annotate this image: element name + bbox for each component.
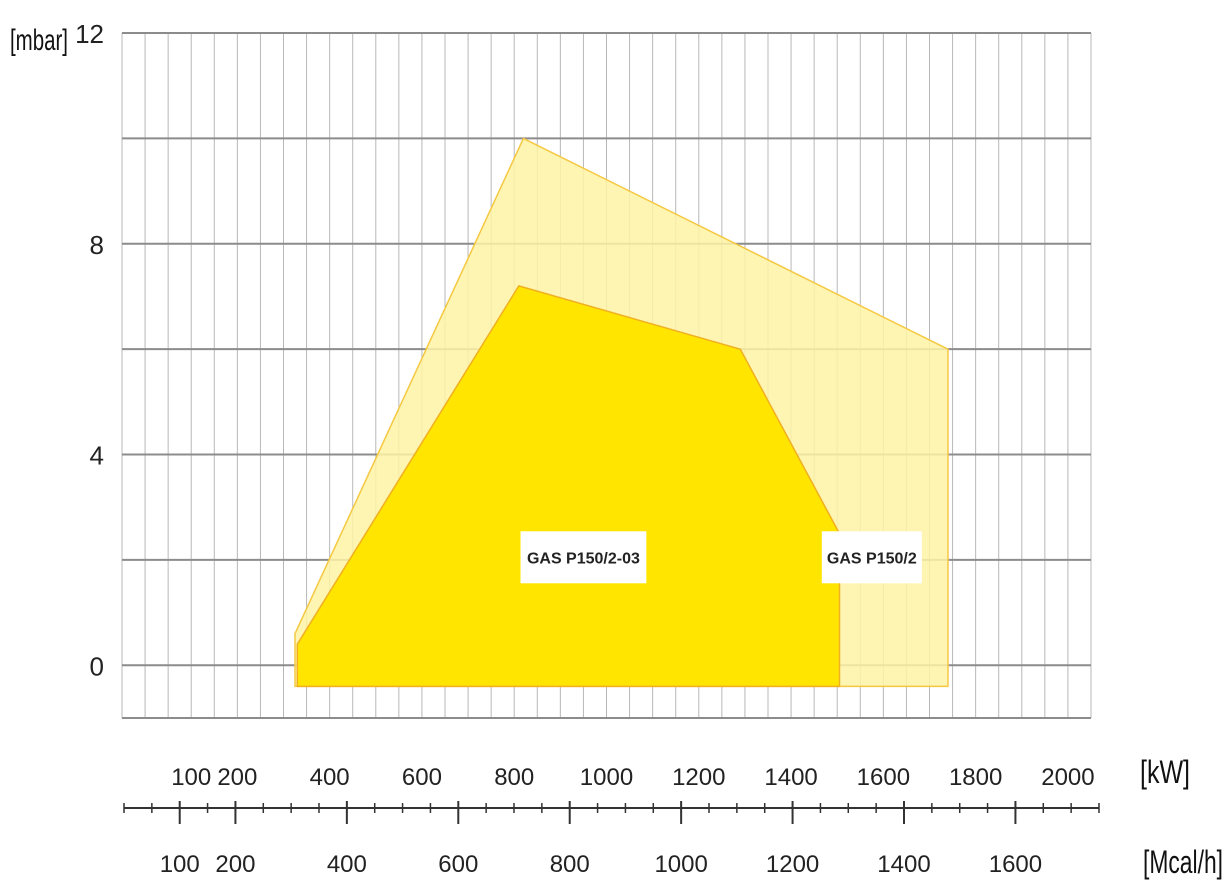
x-tick-label: 1200 — [672, 764, 725, 791]
x-tick-label: 800 — [494, 764, 534, 791]
region-label-text: GAS P150/2 — [827, 550, 917, 567]
secondary-x-tick-label: 100 — [160, 851, 200, 878]
secondary-x-tick-label: 200 — [215, 851, 255, 878]
x-tick-label: 2000 — [1041, 764, 1094, 791]
working-ranges — [294, 137, 949, 688]
x-axis-unit-label: [kW] — [1140, 754, 1190, 790]
x-tick-label: 1800 — [949, 764, 1002, 791]
secondary-x-tick-label: 1200 — [766, 851, 819, 878]
x-tick-label: 600 — [402, 764, 442, 791]
secondary-x-tick-label: 600 — [438, 851, 478, 878]
x-tick-label: 100 — [171, 764, 211, 791]
x-tick-label: 400 — [310, 764, 350, 791]
working-range-gas-p150-2-03 — [296, 285, 841, 688]
x-tick-label: 200 — [217, 764, 257, 791]
region-labels: GAS P150/2 GAS P150/2-03 — [520, 531, 922, 584]
y-tick-label: 12 — [75, 19, 104, 49]
y-tick-label: 8 — [90, 230, 104, 260]
region-label-gas-p150-2: GAS P150/2 — [821, 531, 922, 584]
x-tick-label: 1600 — [857, 764, 910, 791]
secondary-x-tick-label: 400 — [327, 851, 367, 878]
region-label-text: GAS P150/2-03 — [527, 550, 640, 567]
secondary-x-tick-label: 1600 — [989, 851, 1042, 878]
y-tick-label: 4 — [90, 441, 104, 471]
region-label-box — [520, 531, 647, 584]
region-label-gas-p150-2-03: GAS P150/2-03 — [520, 531, 647, 584]
region-label-box — [821, 531, 922, 584]
y-axis-unit-label: [mbar] — [10, 24, 68, 57]
x-tick-label: 1400 — [764, 764, 817, 791]
x-tick-label: 1000 — [580, 764, 633, 791]
secondary-x-tick-label: 1000 — [654, 851, 707, 878]
y-tick-label: 0 — [90, 651, 104, 681]
secondary-x-axis-unit-label: [Mcal/h] — [1143, 844, 1223, 880]
secondary-x-tick-label: 800 — [550, 851, 590, 878]
secondary-x-tick-label: 1400 — [877, 851, 930, 878]
